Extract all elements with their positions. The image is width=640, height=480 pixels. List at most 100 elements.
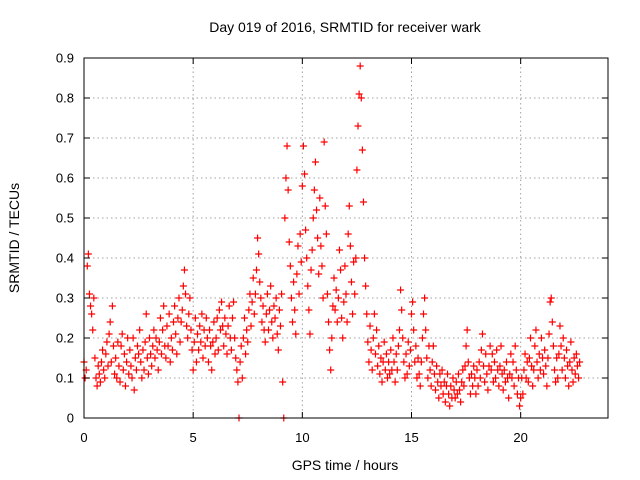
data-point — [404, 338, 412, 346]
data-point — [422, 326, 430, 334]
data-point — [274, 346, 282, 354]
data-point — [190, 338, 198, 346]
data-point — [382, 350, 390, 358]
data-point — [83, 262, 91, 270]
data-point — [153, 346, 161, 354]
data-point — [333, 318, 341, 326]
y-tick-label: 0 — [67, 411, 74, 426]
data-point — [495, 382, 503, 390]
data-point — [368, 366, 376, 374]
data-point — [203, 334, 211, 342]
data-point — [184, 334, 192, 342]
data-point — [441, 398, 449, 406]
data-point — [445, 390, 453, 398]
data-point — [271, 314, 279, 322]
data-point — [461, 362, 469, 370]
data-point — [293, 270, 301, 278]
data-point — [488, 350, 496, 358]
data-point — [410, 326, 418, 334]
data-point — [462, 342, 470, 350]
data-point — [489, 378, 497, 386]
data-point — [507, 350, 515, 358]
data-point — [337, 266, 345, 274]
data-point — [476, 374, 484, 382]
x-axis-label: GPS time / hours — [292, 457, 399, 473]
data-point — [196, 322, 204, 330]
data-point — [117, 342, 125, 350]
y-tick-label: 0.5 — [56, 211, 74, 226]
data-point — [90, 294, 98, 302]
data-point — [186, 294, 194, 302]
data-point — [261, 338, 269, 346]
data-point — [106, 318, 114, 326]
data-point — [126, 346, 134, 354]
data-point — [162, 354, 170, 362]
data-point — [175, 294, 183, 302]
data-point — [432, 386, 440, 394]
data-point — [100, 366, 108, 374]
y-tick-label: 0.3 — [56, 291, 74, 306]
data-point — [108, 302, 116, 310]
data-point — [435, 394, 443, 402]
data-point — [116, 378, 124, 386]
plot-frame — [83, 57, 609, 419]
data-point — [299, 142, 307, 150]
data-point — [411, 358, 419, 366]
data-point — [296, 230, 304, 238]
data-point — [366, 322, 374, 330]
data-point — [310, 186, 318, 194]
data-point — [331, 306, 339, 314]
data-point — [393, 366, 401, 374]
data-point — [381, 366, 389, 374]
data-point — [174, 314, 182, 322]
data-point — [113, 374, 121, 382]
data-point — [128, 374, 136, 382]
data-point — [290, 278, 298, 286]
data-point — [571, 370, 579, 378]
x-tick-label: 0 — [80, 430, 87, 445]
data-point — [497, 342, 505, 350]
data-point — [343, 318, 351, 326]
data-point — [400, 358, 408, 366]
data-point — [204, 358, 212, 366]
data-point — [133, 342, 141, 350]
data-point — [245, 306, 253, 314]
data-point — [555, 350, 563, 358]
data-point — [433, 362, 441, 370]
data-point — [96, 378, 104, 386]
data-point — [222, 330, 230, 338]
data-point — [529, 382, 537, 390]
data-point — [272, 294, 280, 302]
data-point — [319, 294, 327, 302]
data-point — [252, 266, 260, 274]
data-point — [230, 298, 238, 306]
data-point — [218, 298, 226, 306]
data-point — [395, 326, 403, 334]
data-point — [519, 390, 527, 398]
data-point — [502, 358, 510, 366]
data-point — [295, 290, 303, 298]
data-point — [147, 350, 155, 358]
data-point — [132, 366, 140, 374]
data-point — [223, 350, 231, 358]
data-point — [91, 354, 99, 362]
data-point — [101, 374, 109, 382]
data-point — [523, 358, 531, 366]
data-point — [119, 366, 127, 374]
data-point — [568, 366, 576, 374]
data-point — [178, 306, 186, 314]
data-point — [532, 326, 540, 334]
data-point — [275, 306, 283, 314]
data-point — [459, 366, 467, 374]
data-point — [576, 358, 584, 366]
data-point — [496, 362, 504, 370]
data-point — [351, 290, 359, 298]
data-point — [107, 358, 115, 366]
data-point — [512, 366, 520, 374]
data-point — [270, 302, 278, 310]
data-point — [149, 342, 157, 350]
data-point — [472, 390, 480, 398]
data-point — [451, 394, 459, 402]
data-point — [131, 354, 139, 362]
data-point — [206, 326, 214, 334]
